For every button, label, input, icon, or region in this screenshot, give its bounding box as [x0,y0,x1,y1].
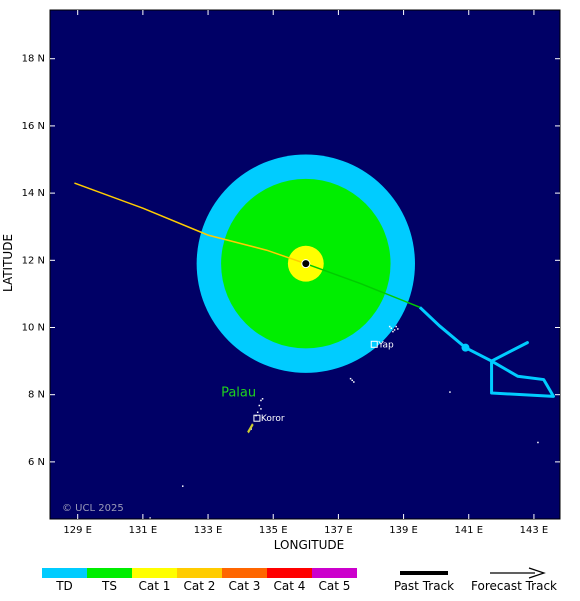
island-speck [256,411,259,413]
island-speck [181,485,184,487]
island-speck [260,408,262,410]
legend-label-cat-1: Cat 1 [139,579,171,593]
yap-label: Yap [377,340,394,350]
koror-marker [253,414,261,422]
lon-tick-label: 131 E [129,525,158,536]
island-speck [261,398,264,400]
x-axis-title: LONGITUDE [274,538,344,552]
forecast-track-line [418,306,555,398]
koror-label: Koror [261,414,285,424]
island-speck [449,391,451,393]
arrow-right-icon [528,567,546,579]
island-speck [390,327,393,329]
past-track-legend-label: Past Track [394,579,454,593]
lat-tick-label: 16 N [22,121,45,132]
island-speck [393,329,396,331]
legend: TD TS Cat 1 Cat 2 Cat 3 Cat 4 Cat 5 Past Track F… [42,567,557,593]
lat-tick-label: 14 N [22,188,45,199]
legend-swatch-ts [87,568,132,578]
y-axis-title: LATITUDE [1,234,15,292]
legend-swatch-td [42,568,87,578]
legend-swatch-cat-1 [132,568,177,578]
lon-tick-label: 135 E [259,525,288,536]
lat-tick-label: 8 N [28,390,45,401]
legend-swatch-cat-4 [267,568,312,578]
island-speck [260,399,262,402]
island-speck [537,441,539,444]
lon-tick-label: 139 E [389,525,418,536]
legend-label-cat-4: Cat 4 [274,579,306,593]
legend-label-cat-3: Cat 3 [229,579,261,593]
lon-tick-label: 133 E [194,525,223,536]
legend-swatch-cat-3 [222,568,267,578]
copyright-notice: © UCL 2025 [62,503,124,514]
past-track-line-ts [305,262,421,309]
palau-label: Palau [221,386,256,401]
island-speck [353,381,355,383]
legend-label-td: TD [55,579,73,593]
legend-swatch-cat-5 [312,568,357,578]
legend-label-cat-2: Cat 2 [184,579,216,593]
lon-tick-label: 143 E [520,525,549,536]
palau-island-outline [247,423,254,434]
island-speck [392,330,394,333]
island-speck [149,517,151,519]
forecast-position-marker [461,343,470,352]
map-frame [49,9,561,520]
map-axes: 129 E 131 E 133 E 135 E 137 E 139 E 141 E 143 E… [22,9,561,536]
island-speck [388,325,391,328]
lat-tick-label: 12 N [22,255,45,266]
lon-tick-label: 141 E [454,525,483,536]
lat-tick-label: 10 N [22,322,45,333]
island-speck [351,379,353,382]
island-speck [258,404,261,407]
yap-marker [370,340,378,348]
lat-tick-label: 6 N [28,457,45,468]
forecast-track-legend-label: Forecast Track [471,579,557,593]
legend-label-cat-5: Cat 5 [319,579,351,593]
lon-tick-label: 129 E [63,525,92,536]
legend-label-ts: TS [101,579,117,593]
past-track-line [74,182,307,265]
map-layers: Yap Koror Palau [74,154,555,519]
island-speck [397,328,399,330]
map-plot-area: Yap Koror Palau [50,10,560,519]
island-speck [395,325,397,328]
lon-tick-label: 137 E [324,525,353,536]
legend-swatch-cat-2 [177,568,222,578]
lat-tick-label: 18 N [22,54,45,65]
island-speck [349,377,352,380]
storm-center-icon [301,259,311,269]
